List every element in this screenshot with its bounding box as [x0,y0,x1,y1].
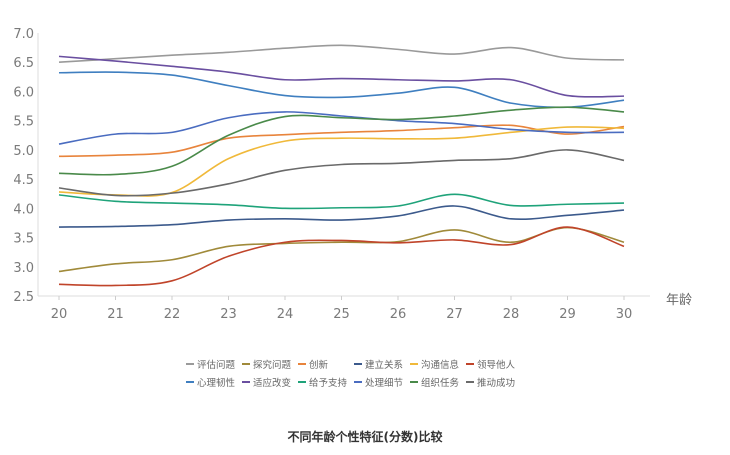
legend-label: 创新 [309,360,329,371]
legend-swatch [186,363,194,365]
legend-swatch [410,363,418,365]
x-axis-label: 年龄 [666,293,693,308]
legend-label: 评估问题 [197,360,236,371]
legend-label: 心理韧性 [197,378,236,389]
x-tick-label: 21 [107,307,124,322]
series-line-12 [58,149,625,197]
legend-item[interactable]: 给予支持 [298,375,348,389]
line-chart: 2.5 3.0 3.5 4.0 4.5 5.0 5.5 6.0 6.5 7.0 20 21 22 23 24… [13,27,650,322]
y-tick-label: 7.0 [13,27,34,42]
legend-label: 领导他人 [477,360,516,371]
series-line-6 [58,226,625,287]
x-tick-label: 22 [164,307,181,322]
y-tick-label: 4.0 [13,202,34,217]
legend-swatch [298,381,306,383]
legend-label: 给予支持 [309,378,348,389]
y-tick-label: 5.5 [13,115,34,130]
x-tick-label: 24 [277,307,294,322]
legend-swatch [242,381,250,383]
legend-label: 适应改变 [253,378,292,389]
series-line-9 [58,193,625,210]
x-tick-label: 20 [51,307,68,322]
legend-item[interactable]: 创新 [298,357,348,371]
legend-label: 组织任务 [421,378,460,389]
x-tick-label: 28 [503,307,520,322]
y-tick-label: 6.5 [13,56,34,71]
legend-label: 处理细节 [365,378,404,389]
legend-item[interactable]: 建立关系 [354,357,404,371]
legend-swatch [186,381,194,383]
x-tick-label: 27 [446,307,463,322]
legend-label: 推动成功 [477,378,516,389]
legend-item[interactable]: 领导他人 [466,357,516,371]
legend-item[interactable]: 处理细节 [354,375,404,389]
legend-swatch [354,363,362,365]
legend-item[interactable]: 适应改变 [242,375,292,389]
legend-swatch [466,381,474,383]
x-tick-label: 29 [559,307,576,322]
legend-swatch [354,381,362,383]
series-line-5 [58,126,625,197]
legend-label: 探究问题 [253,360,292,371]
legend-swatch [466,363,474,365]
series-line-3 [58,124,625,158]
chart-title: 不同年龄个性特征(分数)比较 [287,430,443,444]
legend-swatch [242,363,250,365]
legend-item[interactable]: 探究问题 [242,357,292,371]
series-line-4 [58,205,625,228]
series-line-2 [58,226,625,273]
y-tick-label: 2.5 [13,290,34,305]
legend-item[interactable]: 评估问题 [186,357,236,371]
legend-swatch [410,381,418,383]
x-tick-label: 23 [220,307,237,322]
x-tick-label: 25 [333,307,350,322]
series-line-1 [58,44,625,64]
series-line-7 [58,71,625,109]
y-tick-label: 3.5 [13,232,34,247]
series-line-11 [58,106,625,176]
y-tick-label: 6.0 [13,85,34,100]
series-line-8 [58,55,625,98]
y-tick-label: 5.0 [13,144,34,159]
legend-swatch [298,363,306,365]
y-tick-label: 4.5 [13,173,34,188]
legend-label: 建立关系 [365,360,404,371]
legend: 评估问题 探究问题 创新 建立关系 沟通信息 领导他人心理韧性 适应改变 给予支持 处理细节 组织… [186,357,516,389]
legend-item[interactable]: 沟通信息 [410,357,460,371]
x-tick-label: 30 [616,307,633,322]
legend-label: 沟通信息 [421,360,460,371]
x-tick-label: 26 [390,307,407,322]
series-line-10 [58,111,625,145]
legend-item[interactable]: 组织任务 [410,375,460,389]
y-tick-label: 3.0 [13,261,34,276]
legend-item[interactable]: 推动成功 [466,375,516,389]
legend-item[interactable]: 心理韧性 [186,375,236,389]
